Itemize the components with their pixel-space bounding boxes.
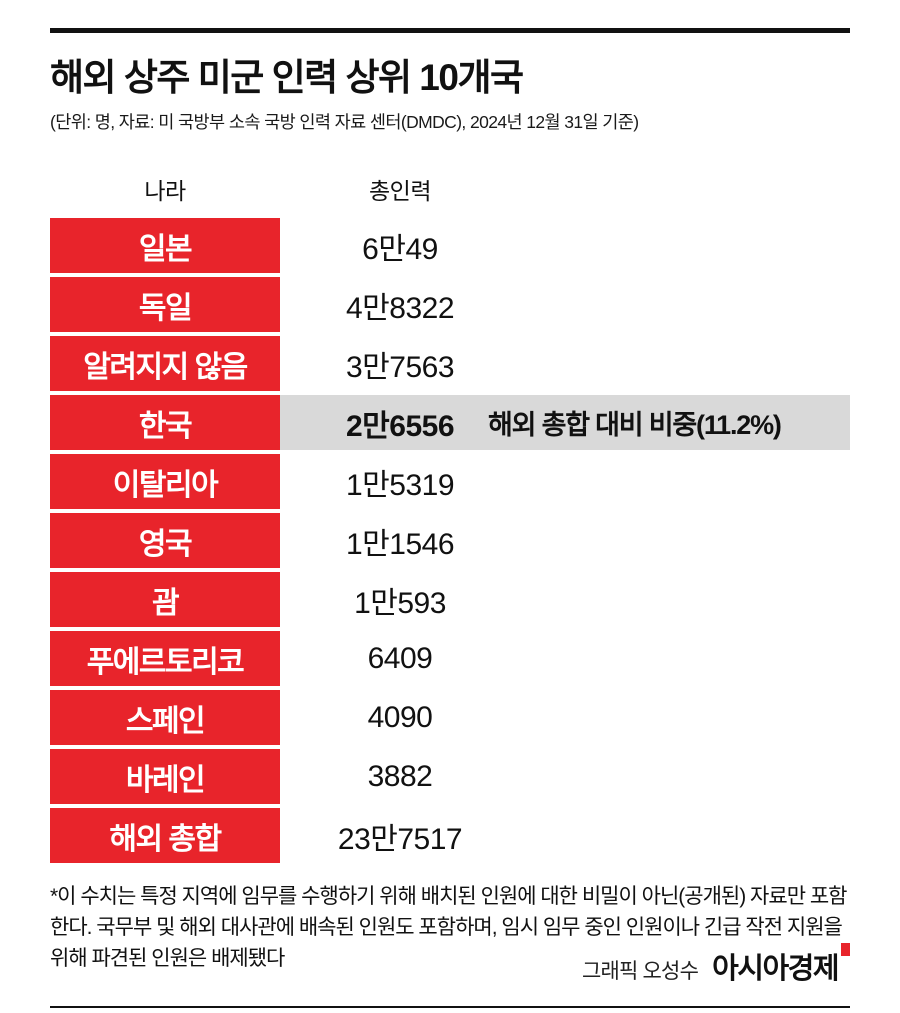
table-row: 바레인 3882 [50, 749, 850, 804]
country-cell: 한국 [50, 395, 280, 450]
bottom-rule [50, 1006, 850, 1008]
brand-logo: 아시아경제 [712, 943, 850, 987]
table-row: 알려지지 않음 3만7563 [50, 336, 850, 391]
country-cell: 스페인 [50, 690, 280, 745]
table-row: 한국 2만6556 해외 총합 대비 비중(11.2%) [50, 395, 850, 450]
value-cell: 1만1546 [345, 527, 455, 561]
country-cell: 괌 [50, 572, 280, 627]
value-area: 1만1546 [280, 513, 850, 568]
value-area: 23만7517 [280, 808, 850, 863]
table-row: 일본 6만49 [50, 218, 850, 273]
country-cell: 이탈리아 [50, 454, 280, 509]
top-rule [50, 28, 850, 33]
credit-line: 그래픽 오성수 아시아경제 [581, 943, 850, 987]
value-area: 3만7563 [280, 336, 850, 391]
share-annotation: 해외 총합 대비 비중(11.2%) [488, 410, 782, 440]
value-cell: 3882 [367, 759, 433, 793]
country-cell: 일본 [50, 218, 280, 273]
value-area: 6만49 [280, 218, 850, 273]
value-area: 6409 [280, 631, 850, 686]
value-cell: 23만7517 [337, 822, 463, 856]
country-cell: 영국 [50, 513, 280, 568]
value-cell: 2만6556 [345, 409, 455, 443]
table-row: 괌 1만593 [50, 572, 850, 627]
column-header-country: 나라 [144, 178, 186, 204]
subtitle-source-line: (단위: 명, 자료: 미 국방부 소속 국방 인력 자료 센터(DMDC), … [50, 112, 639, 132]
country-cell: 독일 [50, 277, 280, 332]
table-row: 영국 1만1546 [50, 513, 850, 568]
graphic-credit: 그래픽 오성수 [581, 960, 699, 983]
value-cell: 1만593 [354, 586, 446, 620]
value-cell: 6409 [367, 641, 433, 675]
footnote: *이 수치는 특정 지역에 임무를 수행하기 위해 배치된 인원에 대한 비밀이… [50, 885, 847, 971]
column-headers: 나라 총인력 [50, 172, 850, 206]
table-row: 이탈리아 1만5319 [50, 454, 850, 509]
country-cell: 알려지지 않음 [50, 336, 280, 391]
value-cell: 4090 [367, 700, 433, 734]
value-area: 1만5319 [280, 454, 850, 509]
value-area: 4만8322 [280, 277, 850, 332]
data-table: 일본 6만49 독일 4만8322 알려지지 않음 3만7563 한국 2만6556 해외 총합… [50, 218, 850, 863]
value-area: 1만593 [280, 572, 850, 627]
country-cell: 해외 총합 [50, 808, 280, 863]
country-cell: 푸에르토리코 [50, 631, 280, 686]
column-header-total: 총인력 [369, 178, 431, 204]
brand-mark-icon [841, 943, 850, 956]
value-cell: 6만49 [362, 232, 438, 266]
value-area: 4090 [280, 690, 850, 745]
value-cell: 4만8322 [345, 291, 455, 325]
value-cell: 1만5319 [345, 468, 455, 502]
table-row: 푸에르토리코 6409 [50, 631, 850, 686]
country-cell: 바레인 [50, 749, 280, 804]
table-row: 스페인 4090 [50, 690, 850, 745]
table-row: 독일 4만8322 [50, 277, 850, 332]
page-title: 해외 상주 미군 인력 상위 10개국 [50, 57, 524, 98]
table-row: 해외 총합 23만7517 [50, 808, 850, 863]
value-area: 2만6556 해외 총합 대비 비중(11.2%) [280, 395, 850, 450]
value-area: 3882 [280, 749, 850, 804]
value-cell: 3만7563 [345, 350, 455, 384]
